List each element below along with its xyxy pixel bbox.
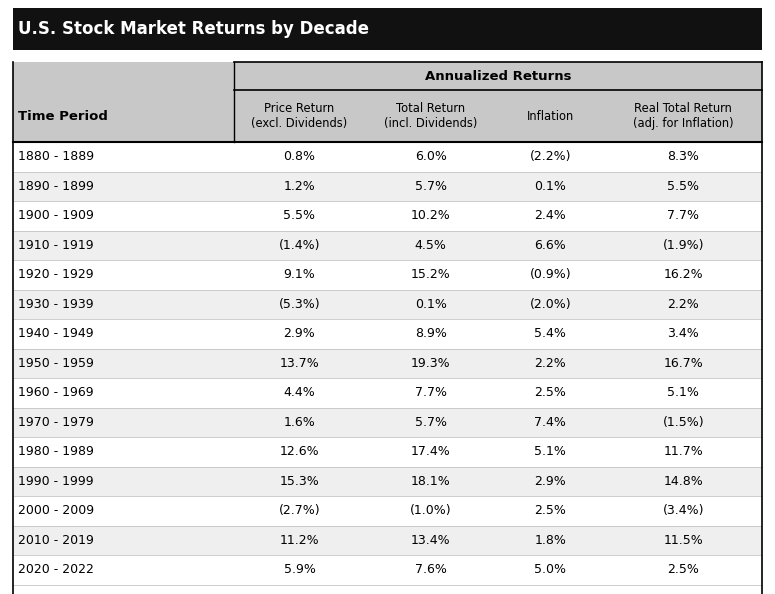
Text: 5.4%: 5.4%: [535, 327, 567, 340]
Text: 0.1%: 0.1%: [415, 298, 446, 311]
Text: Time Period: Time Period: [18, 109, 108, 122]
Text: 1960 - 1969: 1960 - 1969: [18, 386, 94, 399]
Text: 1890 - 1899: 1890 - 1899: [18, 180, 94, 192]
Text: 16.2%: 16.2%: [663, 268, 703, 281]
Text: 1950 - 1959: 1950 - 1959: [18, 357, 94, 369]
Bar: [13, 407, 762, 437]
Text: 1920 - 1929: 1920 - 1929: [18, 268, 94, 281]
Text: 1910 - 1919: 1910 - 1919: [18, 239, 94, 252]
Text: 5.0%: 5.0%: [535, 563, 567, 576]
Text: 7.6%: 7.6%: [415, 563, 446, 576]
Text: 1940 - 1949: 1940 - 1949: [18, 327, 94, 340]
Text: 0.1%: 0.1%: [535, 180, 567, 192]
Bar: [13, 526, 762, 555]
Bar: [13, 289, 762, 319]
Bar: [13, 319, 762, 349]
Bar: [13, 437, 762, 466]
Bar: [13, 172, 762, 201]
Bar: [13, 555, 762, 584]
Text: 2.9%: 2.9%: [284, 327, 315, 340]
Text: 9.1%: 9.1%: [284, 268, 315, 281]
Bar: [13, 201, 762, 230]
Text: Price Return
(excl. Dividends): Price Return (excl. Dividends): [251, 102, 348, 130]
Text: 14.8%: 14.8%: [663, 475, 703, 488]
Text: 17.4%: 17.4%: [411, 446, 450, 458]
Text: 19.3%: 19.3%: [411, 357, 450, 369]
Bar: [13, 8, 762, 50]
Text: 5.5%: 5.5%: [667, 180, 699, 192]
Bar: [13, 62, 762, 142]
Text: 1990 - 1999: 1990 - 1999: [18, 475, 94, 488]
Bar: [13, 378, 762, 407]
Text: 1930 - 1939: 1930 - 1939: [18, 298, 94, 311]
Text: 5.1%: 5.1%: [667, 386, 699, 399]
Text: 8.3%: 8.3%: [667, 150, 699, 163]
Text: 2.5%: 2.5%: [535, 386, 567, 399]
Text: 18.1%: 18.1%: [411, 475, 450, 488]
Text: 2.4%: 2.4%: [535, 209, 567, 222]
Text: 3.4%: 3.4%: [667, 327, 699, 340]
Bar: [13, 230, 762, 260]
Text: 1900 - 1909: 1900 - 1909: [18, 209, 94, 222]
Bar: [13, 466, 762, 496]
Text: 1.8%: 1.8%: [535, 534, 567, 546]
Text: (2.7%): (2.7%): [279, 504, 320, 517]
Bar: [13, 260, 762, 289]
Text: (2.0%): (2.0%): [529, 298, 571, 311]
Text: 1980 - 1989: 1980 - 1989: [18, 446, 94, 458]
Text: U.S. Stock Market Returns by Decade: U.S. Stock Market Returns by Decade: [18, 20, 369, 38]
Text: 0.8%: 0.8%: [284, 150, 315, 163]
Text: 15.2%: 15.2%: [411, 268, 450, 281]
Text: 11.2%: 11.2%: [280, 534, 319, 546]
Text: 5.7%: 5.7%: [415, 416, 446, 429]
Text: 2.5%: 2.5%: [535, 504, 567, 517]
Text: 6.6%: 6.6%: [535, 239, 567, 252]
Text: 16.7%: 16.7%: [663, 357, 703, 369]
Text: 2020 - 2022: 2020 - 2022: [18, 563, 94, 576]
Text: 13.7%: 13.7%: [280, 357, 319, 369]
Text: (5.3%): (5.3%): [279, 298, 320, 311]
Text: (1.5%): (1.5%): [663, 416, 704, 429]
Text: 1880 - 1889: 1880 - 1889: [18, 150, 94, 163]
Text: 8.9%: 8.9%: [415, 327, 446, 340]
Text: 2.5%: 2.5%: [667, 563, 699, 576]
Text: (1.4%): (1.4%): [279, 239, 320, 252]
Text: 10.2%: 10.2%: [411, 209, 450, 222]
Text: 12.6%: 12.6%: [280, 446, 319, 458]
Text: 5.1%: 5.1%: [535, 446, 567, 458]
Bar: [13, 142, 762, 172]
Text: 6.0%: 6.0%: [415, 150, 446, 163]
Text: 7.7%: 7.7%: [415, 386, 446, 399]
Text: 2.2%: 2.2%: [535, 357, 567, 369]
Text: 1970 - 1979: 1970 - 1979: [18, 416, 94, 429]
Text: 5.9%: 5.9%: [284, 563, 315, 576]
Text: (1.9%): (1.9%): [663, 239, 704, 252]
Text: 4.5%: 4.5%: [415, 239, 446, 252]
Text: 11.7%: 11.7%: [663, 446, 703, 458]
Text: 4.4%: 4.4%: [284, 386, 315, 399]
Text: 2010 - 2019: 2010 - 2019: [18, 534, 94, 546]
Text: 1.6%: 1.6%: [284, 416, 315, 429]
Text: 7.4%: 7.4%: [535, 416, 567, 429]
Text: (3.4%): (3.4%): [663, 504, 704, 517]
Text: 2.9%: 2.9%: [535, 475, 567, 488]
Text: 15.3%: 15.3%: [280, 475, 319, 488]
Bar: [13, 496, 762, 526]
Text: Real Total Return
(adj. for Inflation): Real Total Return (adj. for Inflation): [633, 102, 734, 130]
Text: (1.0%): (1.0%): [410, 504, 451, 517]
Text: (0.9%): (0.9%): [529, 268, 571, 281]
Text: Total Return
(incl. Dividends): Total Return (incl. Dividends): [384, 102, 477, 130]
Text: 5.5%: 5.5%: [284, 209, 315, 222]
Text: 5.7%: 5.7%: [415, 180, 446, 192]
Text: 11.5%: 11.5%: [663, 534, 703, 546]
Text: 2000 - 2009: 2000 - 2009: [18, 504, 94, 517]
Text: (2.2%): (2.2%): [529, 150, 571, 163]
Text: 13.4%: 13.4%: [411, 534, 450, 546]
Text: 1.2%: 1.2%: [284, 180, 315, 192]
Bar: [13, 349, 762, 378]
Text: Inflation: Inflation: [527, 109, 574, 122]
Text: 2.2%: 2.2%: [667, 298, 699, 311]
Text: Annualized Returns: Annualized Returns: [425, 69, 571, 83]
Text: 7.7%: 7.7%: [667, 209, 699, 222]
